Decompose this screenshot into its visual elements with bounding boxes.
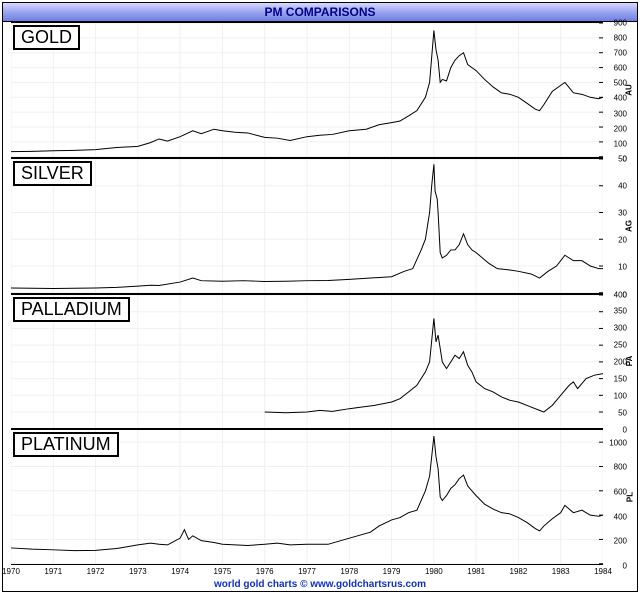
y-tick: 400 <box>614 290 627 299</box>
panel-label-palladium: PALLADIUM <box>13 297 130 322</box>
x-tick: 1971 <box>44 567 62 576</box>
y-tick: 200 <box>614 124 627 133</box>
x-tick: 1970 <box>2 567 20 576</box>
y-ticks-palladium: 050100150200250300350400 <box>605 295 627 429</box>
panel-label-silver: SILVER <box>13 161 92 186</box>
x-tick: 1983 <box>552 567 570 576</box>
y-tick: 0 <box>623 562 627 571</box>
panel-platinum: PLATINUM02004006008001000PL <box>11 429 603 565</box>
axis-symbol-gold: AU <box>625 84 634 96</box>
y-tick: 350 <box>614 307 627 316</box>
panel-silver: SILVER01020304050AG <box>11 158 603 294</box>
y-tick: 50 <box>618 154 627 163</box>
x-tick: 1973 <box>129 567 147 576</box>
y-tick: 40 <box>618 181 627 190</box>
y-tick: 250 <box>614 341 627 350</box>
y-tick: 10 <box>618 263 627 272</box>
y-tick: 50 <box>618 409 627 418</box>
x-tick: 1977 <box>298 567 316 576</box>
y-tick: 1000 <box>609 438 627 447</box>
x-tick: 1984 <box>594 567 612 576</box>
x-tick: 1981 <box>467 567 485 576</box>
y-tick: 100 <box>614 139 627 148</box>
y-tick: 800 <box>614 463 627 472</box>
plot-area: GOLD0100200300400500600700800900AUSILVER… <box>11 22 603 565</box>
x-tick: 1972 <box>87 567 105 576</box>
axis-symbol-platinum: PL <box>625 492 634 502</box>
y-tick: 800 <box>614 34 627 43</box>
y-tick: 200 <box>614 537 627 546</box>
axis-symbol-silver: AG <box>625 220 634 232</box>
y-tick: 20 <box>618 236 627 245</box>
chart-frame: PM COMPARISONS GOLD010020030040050060070… <box>2 2 638 592</box>
y-tick: 600 <box>614 64 627 73</box>
y-tick: 300 <box>614 324 627 333</box>
panel-label-platinum: PLATINUM <box>13 432 119 457</box>
y-tick: 900 <box>614 19 627 28</box>
credit-text: world gold charts © www.goldchartsrus.co… <box>3 579 637 590</box>
y-tick: 30 <box>618 209 627 218</box>
panel-gold: GOLD0100200300400500600700800900AU <box>11 22 603 158</box>
title-bar: PM COMPARISONS <box>3 3 637 22</box>
axis-symbol-palladium: PA <box>625 356 634 367</box>
x-axis: 1970197119721973197419751976197719781979… <box>11 567 603 577</box>
y-tick: 300 <box>614 109 627 118</box>
x-tick: 1979 <box>383 567 401 576</box>
y-tick: 150 <box>614 375 627 384</box>
y-tick: 100 <box>614 392 627 401</box>
y-ticks-platinum: 02004006008001000 <box>605 430 627 564</box>
x-tick: 1980 <box>425 567 443 576</box>
y-tick: 700 <box>614 49 627 58</box>
x-tick: 1974 <box>171 567 189 576</box>
x-tick: 1978 <box>340 567 358 576</box>
x-tick: 1975 <box>214 567 232 576</box>
y-tick: 400 <box>614 512 627 521</box>
panel-palladium: PALLADIUM050100150200250300350400PA <box>11 294 603 430</box>
x-tick: 1976 <box>256 567 274 576</box>
x-tick: 1982 <box>510 567 528 576</box>
panel-label-gold: GOLD <box>13 25 80 50</box>
